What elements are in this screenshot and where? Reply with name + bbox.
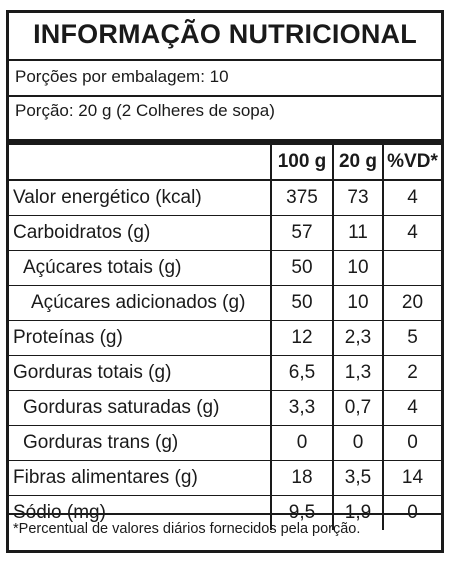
header-blank <box>9 145 271 181</box>
value-vd: 0 <box>382 425 441 461</box>
value-20g: 11 <box>332 215 383 251</box>
value-20g: 2,3 <box>332 320 383 356</box>
table-row: Gorduras totais (g) 6,5 1,3 2 <box>9 355 441 391</box>
nutrient-name: Gorduras saturadas (g) <box>9 390 271 426</box>
nutrient-name: Proteínas (g) <box>9 320 271 356</box>
value-100g: 50 <box>270 250 333 286</box>
value-vd: 4 <box>382 215 441 251</box>
value-vd: 4 <box>382 179 441 216</box>
value-100g: 57 <box>270 215 333 251</box>
table-row: Proteínas (g) 12 2,3 5 <box>9 320 441 356</box>
footnote: *Percentual de valores diários fornecido… <box>13 521 361 537</box>
value-vd: 14 <box>382 460 441 496</box>
table-row: Carboidratos (g) 57 11 4 <box>9 215 441 251</box>
value-100g: 12 <box>270 320 333 356</box>
table-row: Fibras alimentares (g) 18 3,5 14 <box>9 460 441 496</box>
value-vd: 2 <box>382 355 441 391</box>
divider <box>9 513 441 515</box>
col-header-20g: 20 g <box>332 145 383 181</box>
table-row: Açúcares totais (g) 50 10 <box>9 250 441 286</box>
divider <box>9 59 441 61</box>
value-vd: 0 <box>382 495 441 530</box>
servings-per-package: Porções por embalagem: 10 <box>15 67 229 86</box>
value-100g: 3,3 <box>270 390 333 426</box>
nutrient-name: Açúcares adicionados (g) <box>9 285 271 321</box>
nutrient-name: Gorduras totais (g) <box>9 355 271 391</box>
value-vd: 5 <box>382 320 441 356</box>
value-100g: 6,5 <box>270 355 333 391</box>
nutrient-name: Fibras alimentares (g) <box>9 460 271 496</box>
table-row: Gorduras trans (g) 0 0 0 <box>9 425 441 461</box>
label-title: INFORMAÇÃO NUTRICIONAL <box>33 19 417 49</box>
table-row: Valor energético (kcal) 375 73 4 <box>9 179 441 216</box>
col-header-100g: 100 g <box>270 145 333 181</box>
nutrition-panel: INFORMAÇÃO NUTRICIONAL Porções por embal… <box>6 10 444 553</box>
value-vd: 4 <box>382 390 441 426</box>
value-100g: 18 <box>270 460 333 496</box>
value-20g: 1,9 <box>332 495 383 530</box>
table-row: Sódio (mg) 9,5 1,9 0 <box>9 495 441 530</box>
table-row: Açúcares adicionados (g) 50 10 20 <box>9 285 441 321</box>
value-vd <box>382 250 441 286</box>
divider <box>9 95 441 97</box>
nutrient-name: Gorduras trans (g) <box>9 425 271 461</box>
serving-size: Porção: 20 g (2 Colheres de sopa) <box>15 101 275 120</box>
value-100g: 0 <box>270 425 333 461</box>
nutrient-name: Valor energético (kcal) <box>9 179 271 216</box>
value-100g: 375 <box>270 179 333 216</box>
value-vd: 20 <box>382 285 441 321</box>
value-20g: 0 <box>332 425 383 461</box>
table-header-row: 100 g 20 g %VD* <box>9 145 441 181</box>
value-20g: 10 <box>332 250 383 286</box>
value-20g: 3,5 <box>332 460 383 496</box>
value-20g: 10 <box>332 285 383 321</box>
value-100g: 9,5 <box>270 495 333 530</box>
table-row: Gorduras saturadas (g) 3,3 0,7 4 <box>9 390 441 426</box>
nutrient-name: Açúcares totais (g) <box>9 250 271 286</box>
nutrient-name: Sódio (mg) <box>9 495 271 530</box>
col-header-vd: %VD* <box>382 145 441 181</box>
value-20g: 73 <box>332 179 383 216</box>
thick-divider <box>9 139 441 145</box>
value-20g: 1,3 <box>332 355 383 391</box>
value-20g: 0,7 <box>332 390 383 426</box>
nutrition-table: 100 g 20 g %VD* Valor energético (kcal) … <box>9 145 441 530</box>
value-100g: 50 <box>270 285 333 321</box>
nutrient-name: Carboidratos (g) <box>9 215 271 251</box>
